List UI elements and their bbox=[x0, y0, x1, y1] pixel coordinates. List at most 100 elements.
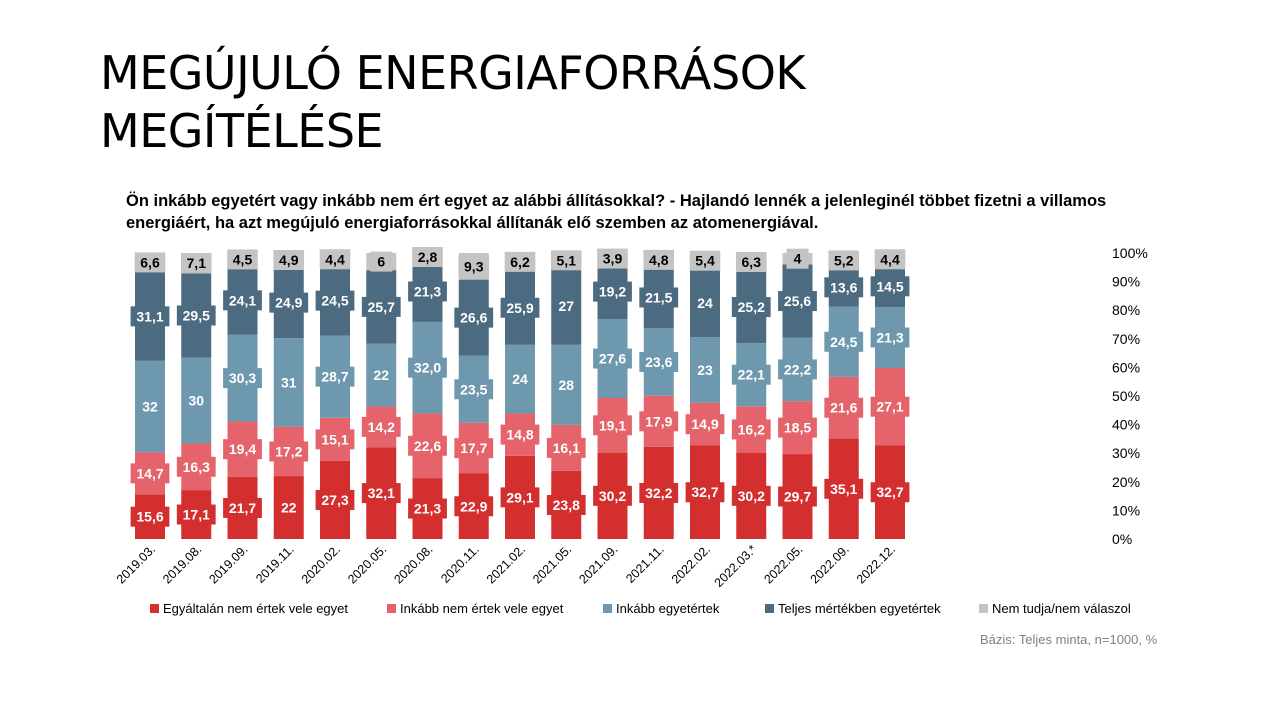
data-label: 6,6 bbox=[140, 254, 160, 270]
data-label: 24,9 bbox=[275, 295, 302, 311]
data-label: 23,8 bbox=[553, 497, 580, 513]
data-label-box bbox=[223, 439, 262, 460]
data-label-box bbox=[639, 482, 679, 503]
data-label: 25,9 bbox=[506, 300, 533, 316]
data-label-box bbox=[227, 249, 258, 270]
data-label-box bbox=[508, 369, 532, 390]
data-label: 22 bbox=[373, 367, 389, 383]
data-label: 28,7 bbox=[321, 369, 348, 385]
data-label: 17,9 bbox=[645, 413, 672, 429]
data-label: 4,8 bbox=[649, 252, 669, 268]
data-label: 23,5 bbox=[460, 381, 487, 397]
x-tick-label: 2020.02. bbox=[299, 542, 343, 586]
data-label: 22,9 bbox=[460, 498, 487, 514]
x-tick-label: 2022.05. bbox=[761, 542, 805, 586]
data-label-box bbox=[593, 485, 632, 506]
data-label: 19,1 bbox=[599, 417, 626, 433]
x-tick-label: 2019.03. bbox=[114, 542, 158, 586]
data-label-box bbox=[130, 463, 170, 484]
data-label: 14,5 bbox=[876, 278, 903, 294]
y-tick-label: 100% bbox=[1112, 245, 1148, 261]
data-label-box bbox=[870, 276, 910, 297]
data-label-box bbox=[130, 306, 170, 327]
data-label-box bbox=[454, 307, 494, 328]
data-label: 26,6 bbox=[460, 310, 487, 326]
data-label: 18,5 bbox=[784, 420, 811, 436]
data-label: 24 bbox=[512, 371, 528, 387]
data-label-box bbox=[824, 397, 864, 418]
data-label: 22,6 bbox=[414, 438, 441, 454]
data-label: 24,1 bbox=[229, 292, 256, 308]
data-label: 21,3 bbox=[876, 330, 903, 346]
chart-question: Ön inkább egyetért vagy inkább nem ért e… bbox=[126, 192, 1107, 232]
data-label: 29,7 bbox=[784, 489, 811, 505]
x-tick-label: 2020.08. bbox=[391, 542, 435, 586]
data-label-box bbox=[315, 366, 355, 387]
data-label-box bbox=[693, 292, 717, 313]
y-tick-label: 70% bbox=[1112, 331, 1140, 347]
data-label-box bbox=[454, 438, 494, 459]
data-label: 19,2 bbox=[599, 284, 626, 300]
data-label-box bbox=[269, 292, 309, 313]
data-label-box bbox=[870, 327, 910, 348]
data-label-box bbox=[546, 494, 586, 515]
data-label: 32,0 bbox=[414, 360, 441, 376]
data-label: 13,6 bbox=[830, 279, 857, 295]
data-label-box bbox=[412, 247, 443, 268]
data-label-box bbox=[685, 482, 725, 503]
data-label: 23,6 bbox=[645, 354, 672, 370]
data-label-box bbox=[176, 305, 216, 326]
data-label: 21,5 bbox=[645, 289, 672, 305]
data-label: 24,5 bbox=[321, 293, 348, 309]
data-label-box bbox=[685, 414, 725, 435]
base-note: Bázis: Teljes minta, n=1000, % bbox=[980, 632, 1158, 647]
data-label-box bbox=[550, 250, 582, 271]
data-label-box bbox=[870, 396, 910, 417]
data-label-box bbox=[824, 478, 864, 499]
data-label-box bbox=[277, 497, 300, 518]
legend-swatch bbox=[387, 604, 396, 613]
data-label-box bbox=[223, 368, 262, 389]
x-tick-label: 2021.02. bbox=[484, 542, 528, 586]
data-label: 25,6 bbox=[784, 293, 811, 309]
data-label-box bbox=[454, 496, 494, 517]
data-label-box bbox=[223, 290, 262, 311]
x-tick-label: 2019.09. bbox=[206, 542, 250, 586]
data-label-box bbox=[731, 297, 771, 318]
data-label: 29,1 bbox=[506, 489, 533, 505]
data-label-box bbox=[643, 249, 675, 270]
x-tick-label: 2020.05. bbox=[345, 542, 389, 586]
data-label: 4,5 bbox=[233, 251, 253, 267]
data-label-box bbox=[593, 415, 632, 436]
data-label-box bbox=[824, 277, 864, 298]
title-line-2: MEGÍTÉLÉSE bbox=[100, 104, 384, 158]
data-label: 19,4 bbox=[229, 441, 256, 457]
data-label-box bbox=[555, 374, 578, 395]
legend-label: Nem tudja/nem válaszol bbox=[992, 601, 1131, 616]
data-label: 14,9 bbox=[691, 416, 718, 432]
data-label: 15,6 bbox=[136, 509, 163, 525]
data-label: 25,2 bbox=[738, 299, 765, 315]
legend-label: Egyáltalán nem értek vele egyet bbox=[163, 601, 348, 616]
legend-swatch bbox=[150, 604, 159, 613]
data-label: 5,2 bbox=[834, 252, 854, 268]
data-label: 22,2 bbox=[784, 361, 811, 377]
data-label-box bbox=[824, 331, 864, 352]
data-label-box bbox=[731, 419, 771, 440]
data-label: 6 bbox=[377, 254, 385, 270]
data-label: 4,9 bbox=[279, 252, 299, 268]
data-label-box bbox=[361, 416, 401, 437]
data-label-box bbox=[778, 417, 817, 438]
data-label: 14,7 bbox=[136, 465, 163, 481]
data-label: 23 bbox=[697, 362, 713, 378]
data-label-box bbox=[408, 357, 447, 378]
data-label: 6,2 bbox=[510, 254, 530, 270]
data-label-box bbox=[138, 396, 162, 417]
data-label: 30,2 bbox=[738, 488, 765, 504]
data-label: 27,3 bbox=[321, 492, 348, 508]
data-label-box bbox=[176, 456, 216, 477]
data-label-box bbox=[828, 250, 860, 271]
page-title: MEGÚJULÓ ENERGIAFORRÁSOK MEGÍTÉLÉSE bbox=[100, 44, 1200, 160]
data-label: 5,1 bbox=[557, 252, 577, 268]
